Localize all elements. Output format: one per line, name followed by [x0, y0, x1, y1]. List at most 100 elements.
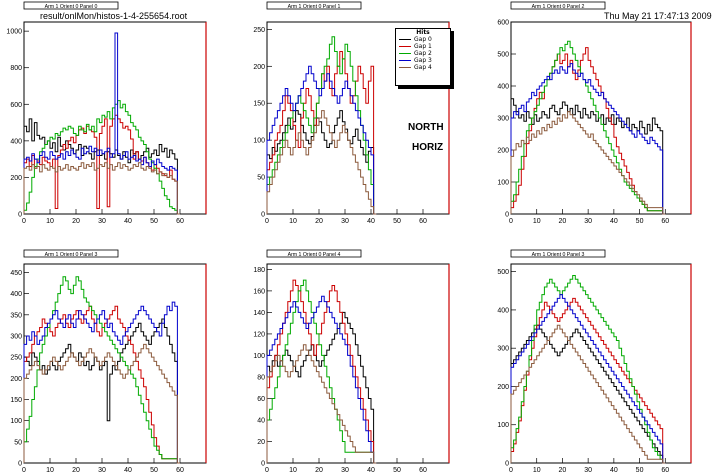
y-tick-label: 0 — [261, 461, 265, 468]
y-tick-label: 100 — [497, 422, 509, 429]
x-tick-label: 30 — [98, 218, 106, 225]
y-tick-label: 150 — [253, 101, 265, 108]
x-tick-label: 60 — [661, 218, 669, 225]
x-tick-label: 0 — [265, 467, 269, 474]
y-tick-label: 500 — [497, 52, 509, 59]
series-gap4-line — [510, 324, 666, 464]
y-tick-label: 50 — [257, 175, 265, 182]
series-gap4-line — [510, 111, 666, 215]
x-tick-label: 20 — [559, 467, 567, 474]
panel-title: Arm 1 Orient 0 Panel 2 — [532, 4, 585, 10]
panel-title: Arm 1 Orient 0 Panel 4 — [288, 252, 341, 258]
panel-title: Arm 1 Orient 0 Panel 3 — [532, 252, 585, 258]
x-tick-label: 20 — [315, 218, 323, 225]
y-tick-label: 200 — [497, 384, 509, 391]
y-tick-label: 200 — [10, 376, 22, 383]
x-tick-label: 10 — [46, 467, 54, 474]
y-tick-label: 400 — [497, 84, 509, 91]
x-tick-label: 40 — [610, 218, 618, 225]
x-tick-label: 0 — [265, 218, 269, 225]
file-path-header: result/onlMon/histos-1-4-255654.root — [40, 11, 188, 21]
timestamp-header: Thu May 21 17:47:13 2009 — [604, 11, 712, 21]
x-tick-label: 60 — [176, 218, 184, 225]
x-tick-label: 50 — [636, 467, 644, 474]
y-tick-label: 350 — [10, 312, 22, 319]
x-tick-label: 10 — [533, 218, 541, 225]
legend-entry-gap3: Gap 3 — [396, 57, 450, 64]
series-gap3-line — [510, 63, 666, 215]
x-tick-label: 30 — [98, 467, 106, 474]
panel-title: Arm 1 Orient 0 Panel 3 — [45, 252, 98, 258]
panel-title-box — [266, 249, 362, 258]
series-gap1-line — [510, 297, 666, 464]
x-tick-label: 10 — [46, 218, 54, 225]
horiz-label: HORIZ — [412, 142, 444, 153]
y-tick-label: 300 — [497, 346, 509, 353]
legend-entry-gap0: Gap 0 — [396, 36, 450, 43]
y-tick-label: 0 — [18, 212, 22, 219]
x-tick-label: 50 — [393, 467, 401, 474]
x-tick-label: 30 — [341, 218, 349, 225]
panel-title-box — [510, 249, 606, 258]
series-gap3-line — [266, 295, 377, 464]
y-tick-label: 150 — [10, 397, 22, 404]
series-gap0-line — [23, 318, 180, 464]
y-tick-label: 100 — [253, 353, 265, 360]
series-gap4-line — [23, 343, 180, 464]
y-tick-label: 400 — [10, 138, 22, 145]
y-tick-label: 0 — [18, 461, 22, 468]
y-tick-label: 200 — [10, 175, 22, 182]
x-tick-label: 10 — [533, 467, 541, 474]
y-tick-label: 160 — [253, 288, 265, 295]
y-tick-label: 400 — [497, 307, 509, 314]
series-gap2-line — [266, 279, 377, 464]
y-tick-label: 250 — [10, 355, 22, 362]
series-gap3-line — [266, 65, 377, 215]
y-tick-label: 300 — [10, 333, 22, 340]
x-tick-label: 30 — [584, 467, 592, 474]
plot-frame — [266, 263, 450, 464]
x-tick-label: 40 — [124, 467, 132, 474]
y-tick-label: 0 — [505, 461, 509, 468]
y-tick-label: 300 — [497, 116, 509, 123]
series-gap3-line — [23, 32, 180, 215]
series-gap0-line — [266, 110, 377, 215]
panel-title-box — [266, 1, 362, 10]
x-tick-label: 10 — [289, 218, 297, 225]
series-gap4-line — [266, 344, 377, 464]
y-tick-label: 200 — [253, 64, 265, 71]
x-tick-label: 50 — [150, 467, 158, 474]
legend-entry-gap4: Gap 4 — [396, 64, 450, 71]
series-gap1-line — [510, 47, 666, 215]
x-tick-label: 60 — [419, 218, 427, 225]
x-tick-label: 50 — [150, 218, 158, 225]
panel-title: Arm 1 Orient 0 Panel 0 — [45, 4, 98, 10]
x-tick-label: 30 — [584, 218, 592, 225]
hits-legend: Hits Gap 0 Gap 1 Gap 2 Gap 3 Gap 4 — [395, 28, 451, 86]
y-tick-label: 180 — [253, 267, 265, 274]
y-tick-label: 250 — [253, 27, 265, 34]
y-tick-label: 200 — [497, 148, 509, 155]
y-tick-label: 500 — [497, 269, 509, 276]
x-tick-label: 0 — [22, 467, 26, 474]
y-tick-label: 100 — [497, 180, 509, 187]
x-tick-label: 30 — [341, 467, 349, 474]
x-tick-label: 40 — [124, 218, 132, 225]
x-tick-label: 60 — [419, 467, 427, 474]
panel-title-box — [23, 1, 119, 10]
y-tick-label: 600 — [497, 20, 509, 27]
y-tick-label: 20 — [257, 439, 265, 446]
series-gap3-line — [23, 301, 180, 464]
x-tick-label: 50 — [393, 218, 401, 225]
legend-title: Hits — [416, 29, 430, 36]
y-tick-label: 400 — [10, 291, 22, 298]
x-tick-label: 20 — [72, 467, 80, 474]
x-tick-label: 0 — [509, 218, 513, 225]
y-tick-label: 50 — [14, 439, 22, 446]
x-tick-label: 20 — [72, 218, 80, 225]
y-tick-label: 40 — [257, 417, 265, 424]
x-tick-label: 0 — [22, 218, 26, 225]
x-tick-label: 0 — [509, 467, 513, 474]
x-tick-label: 40 — [367, 467, 375, 474]
